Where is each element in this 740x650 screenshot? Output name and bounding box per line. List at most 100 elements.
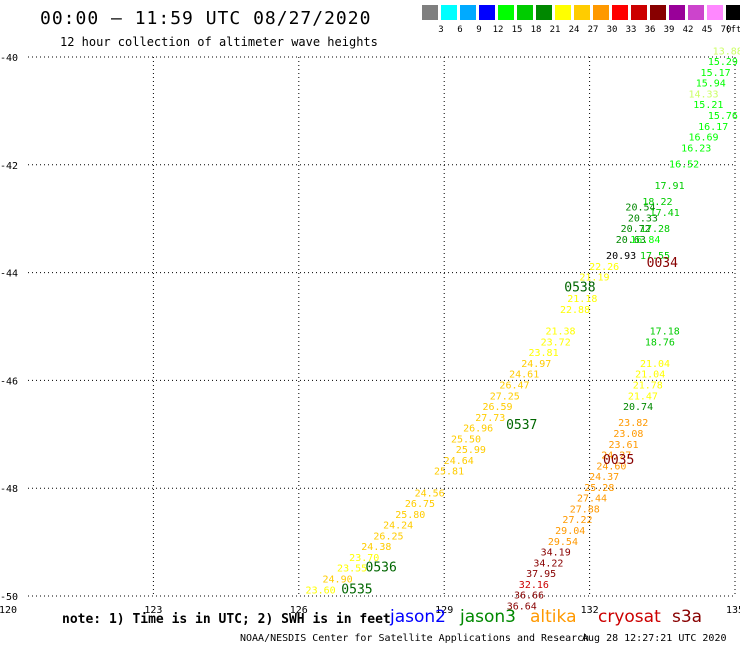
wave-height-reading: 25.50 — [451, 434, 481, 445]
pass-time-label: 0538 — [564, 280, 595, 295]
legend-swatch — [574, 5, 590, 20]
wave-height-reading: 27.73 — [475, 413, 505, 424]
longitude-label: 132 — [581, 605, 599, 616]
wave-height-reading: 16.52 — [669, 159, 699, 170]
legend-swatch — [631, 5, 647, 20]
wave-height-reading: 16.84 — [630, 235, 660, 246]
legend-swatch — [669, 5, 685, 20]
legend-swatch — [441, 5, 457, 20]
wave-height-reading: 26.59 — [482, 402, 512, 413]
wave-height-reading: 24.24 — [383, 521, 413, 532]
satellite-jason2: jason2 — [390, 607, 446, 627]
wave-height-reading: 15.76 — [708, 111, 738, 122]
timestamp-text: Aug 28 12:27:21 UTC 2020 — [582, 633, 727, 644]
longitude-label: 126 — [290, 605, 308, 616]
wave-height-reading: 17.41 — [650, 208, 680, 219]
wave-height-reading: 25.99 — [456, 445, 486, 456]
wave-height-reading: 24.60 — [596, 461, 626, 472]
wave-height-reading: 18.76 — [645, 337, 675, 348]
wave-height-reading: 22.88 — [560, 305, 590, 316]
page-subtitle: 12 hour collection of altimeter wave hei… — [60, 35, 378, 49]
legend-label: 21 — [549, 25, 561, 35]
wave-height-reading: 17.18 — [650, 327, 680, 338]
legend-label: 70 — [720, 25, 732, 35]
wave-height-reading: 24.56 — [415, 488, 445, 499]
wave-height-reading: 15.21 — [693, 100, 723, 111]
wave-height-reading: 29.04 — [555, 526, 585, 537]
pass-time-label: 0035 — [603, 453, 634, 468]
legend-label: 9 — [476, 25, 482, 35]
legend-label: 6 — [457, 25, 463, 35]
wave-height-reading: 24.37 — [589, 472, 619, 483]
wave-height-reading: 20.72 — [621, 224, 651, 235]
legend-swatch — [726, 5, 740, 20]
wave-height-reading: 23.55 — [337, 564, 367, 575]
wave-height-reading: 36.66 — [514, 591, 544, 602]
latitude-label: -44 — [0, 269, 18, 280]
longitude-label: 129 — [435, 605, 453, 616]
latitude-label: -48 — [0, 484, 18, 495]
legend-label: 36 — [644, 25, 656, 35]
longitude-label: 135 — [726, 605, 740, 616]
latitude-label: -50 — [0, 592, 18, 603]
legend-label: 3 — [438, 25, 444, 35]
wave-height-reading: 16.17 — [698, 122, 728, 133]
wave-height-reading: 25.80 — [395, 510, 425, 521]
wave-height-reading: 26.47 — [499, 380, 529, 391]
wave-height-reading: 15.29 — [708, 57, 738, 68]
legend-swatch — [460, 5, 476, 20]
wave-height-reading: 23.70 — [349, 553, 379, 564]
latitude-label: -46 — [0, 376, 18, 387]
wave-height-reading: 26.25 — [373, 531, 403, 542]
satellite-cryosat: cryosat — [598, 607, 661, 627]
wave-height-reading: 24.90 — [323, 575, 353, 586]
pass-time-label: 0535 — [341, 582, 372, 597]
legend-swatch — [479, 5, 495, 20]
latitude-label: -42 — [0, 161, 18, 172]
legend-label: 18 — [530, 25, 542, 35]
wave-height-reading: 25.28 — [584, 483, 614, 494]
wave-height-reading: 34.19 — [541, 548, 571, 559]
wave-height-reading: 21.38 — [545, 327, 575, 338]
pass-time-label: 0536 — [366, 561, 397, 576]
wave-height-reading: 15.94 — [696, 79, 726, 90]
wave-height-reading: 24.61 — [509, 370, 539, 381]
wave-height-reading: 17.28 — [640, 224, 670, 235]
wave-height-reading: 16.23 — [681, 143, 711, 154]
wave-height-reading: 23.81 — [529, 348, 559, 359]
wave-height-reading: 21.18 — [567, 294, 597, 305]
wave-height-reading: 36.64 — [507, 601, 537, 612]
wave-height-reading: 16.69 — [688, 133, 718, 144]
wave-height-reading: 24.38 — [361, 542, 391, 553]
latitude-label: -40 — [0, 53, 18, 64]
wave-height-reading: 18.22 — [642, 197, 672, 208]
wave-height-reading: 13.88 — [713, 46, 740, 57]
legend-swatch — [422, 5, 438, 20]
legend-swatch — [707, 5, 723, 20]
satellite-s3a: s3a — [672, 607, 703, 627]
wave-height-reading: 22.26 — [589, 262, 619, 273]
legend-swatch — [612, 5, 628, 20]
wave-height-reading: 20.74 — [623, 402, 653, 413]
note-text: note: 1) Time is in UTC; 2) SWH is in fe… — [62, 612, 391, 627]
legend-label: 15 — [511, 25, 523, 35]
wave-height-reading: 34.22 — [533, 558, 563, 569]
page-title: 00:00 – 11:59 UTC 08/27/2020 — [40, 8, 372, 29]
legend-swatch — [517, 5, 533, 20]
wave-height-reading: 14.33 — [688, 89, 718, 100]
wave-height-reading: 23.82 — [618, 418, 648, 429]
pass-time-label: 0034 — [647, 256, 678, 271]
wave-height-reading: 21.19 — [579, 273, 609, 284]
longitude-label: 123 — [144, 605, 162, 616]
legend-label: 30 — [606, 25, 618, 35]
wave-height-reading: 20.54 — [625, 203, 655, 214]
wave-height-reading: 32.16 — [519, 580, 549, 591]
legend-swatch — [688, 5, 704, 20]
wave-height-reading: 27.25 — [490, 391, 520, 402]
wave-height-reading: 24.27 — [601, 451, 631, 462]
longitude-label: 120 — [0, 605, 17, 616]
wave-height-reading: 23.72 — [541, 337, 571, 348]
wave-height-reading: 17.91 — [655, 181, 685, 192]
legend-label: 42 — [682, 25, 694, 35]
